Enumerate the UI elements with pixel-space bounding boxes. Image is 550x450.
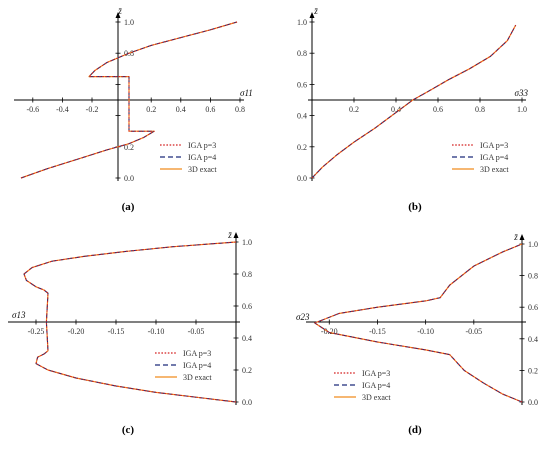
y-tick-label: 1.0	[242, 238, 252, 247]
y-tick-label: 0.2	[242, 366, 252, 375]
legend-label: IGA p=3	[480, 141, 508, 150]
series-line	[314, 243, 523, 403]
legend-label: IGA p=4	[362, 381, 390, 390]
y-tick-label: 0.6	[242, 302, 252, 311]
y-tick-label: 0.0	[528, 398, 538, 407]
x-tick-label: 0.8	[475, 105, 485, 114]
series-line	[20, 21, 238, 179]
y-tick-label: 0.6	[528, 303, 538, 312]
y-tick-label: 0.0	[124, 174, 134, 183]
y-axis-label: z̄	[227, 230, 232, 240]
legend-label: IGA p=3	[188, 141, 216, 150]
x-axis-label: σ11	[240, 88, 253, 98]
panel-label: (b)	[408, 201, 422, 213]
y-tick-label: 0.0	[242, 398, 252, 407]
panel-c: -0.25 -0.20 -0.15 -0.10 -0.05 0.0 0.2 0.4 0.6 0.8…	[8, 230, 252, 436]
panel-label: (a)	[122, 201, 135, 213]
x-tick-label: -0.20	[321, 327, 338, 336]
x-tick-label: -0.2	[86, 105, 99, 114]
legend-label: IGA p=3	[183, 349, 211, 358]
x-tick-label: -0.15	[369, 327, 386, 336]
x-tick-label: 0.4	[391, 105, 401, 114]
panel-b: 0.2 0.4 0.6 0.8 1.0 0.0 0.2 0.4 0.6 0.8 1.0 σ33 z̄ IG…	[297, 6, 528, 213]
x-tick-label: 0.6	[433, 105, 443, 114]
y-axis-label: z̄	[313, 6, 318, 16]
x-tick-label: 0.6	[205, 105, 215, 114]
y-axis-arrow	[233, 232, 239, 238]
legend-label: IGA p=4	[480, 153, 508, 162]
x-tick-label: -0.4	[56, 105, 69, 114]
y-tick-label: 0.4	[528, 335, 538, 344]
legend-label: 3D exact	[480, 165, 509, 174]
x-tick-label: -0.25	[28, 327, 45, 336]
y-tick-label: 1.0	[124, 18, 134, 27]
x-tick-label: 1.0	[517, 105, 527, 114]
y-tick-label: 0.4	[242, 334, 252, 343]
y-tick-label: 0.0	[297, 174, 307, 183]
x-tick-label: -0.05	[188, 327, 205, 336]
series-line	[20, 21, 238, 179]
legend-label: IGA p=4	[183, 361, 211, 370]
x-axis-label: σ13	[12, 310, 26, 320]
x-tick-label: -0.05	[465, 327, 482, 336]
x-tick-label: 0.2	[146, 105, 156, 114]
x-tick-label: -0.20	[68, 327, 85, 336]
y-axis-label: z̄	[513, 232, 518, 242]
x-tick-label: 0.4	[176, 105, 186, 114]
x-tick-label: -0.6	[26, 105, 39, 114]
legend-label: 3D exact	[183, 373, 212, 382]
series-line	[314, 243, 523, 403]
legend-label: 3D exact	[362, 393, 391, 402]
x-axis-label: σ33	[515, 88, 529, 98]
y-tick-label: 0.6	[297, 80, 307, 89]
y-tick-label: 0.4	[297, 112, 307, 121]
legend-label: 3D exact	[188, 165, 217, 174]
series-line	[311, 24, 517, 179]
panel-label: (c)	[122, 424, 135, 436]
y-axis-arrow	[519, 234, 525, 240]
panel-label: (d)	[408, 424, 422, 436]
x-axis-label: σ23	[296, 312, 310, 322]
x-tick-label: -0.15	[108, 327, 125, 336]
y-tick-label: 0.2	[124, 143, 134, 152]
y-tick-label: 0.2	[297, 143, 307, 152]
y-tick-label: 0.8	[297, 49, 307, 58]
y-tick-label: 0.2	[528, 366, 538, 375]
series-line	[23, 241, 237, 403]
x-tick-label: -0.10	[148, 327, 165, 336]
panel-d: -0.20 -0.15 -0.10 -0.05 0.0 0.2 0.4 0.6 0.8 1.0 σ2…	[296, 232, 538, 436]
panel-a: -0.6 -0.4 -0.2 0.2 0.4 0.6 0.80.00.20.81.0σ11z…	[14, 6, 253, 213]
y-axis-label: z̄	[117, 6, 122, 16]
series-line	[314, 243, 523, 403]
y-tick-label: 1.0	[297, 18, 307, 27]
y-tick-label: 0.8	[528, 272, 538, 281]
y-axis-arrow	[309, 12, 315, 18]
y-tick-label: 0.8	[242, 270, 252, 279]
y-axis-arrow	[115, 12, 121, 18]
y-tick-label: 1.0	[528, 240, 538, 249]
legend-label: IGA p=3	[362, 369, 390, 378]
x-tick-label: 0.8	[235, 105, 245, 114]
x-tick-label: -0.10	[417, 327, 434, 336]
legend-label: IGA p=4	[188, 153, 216, 162]
x-tick-label: 0.2	[349, 105, 359, 114]
